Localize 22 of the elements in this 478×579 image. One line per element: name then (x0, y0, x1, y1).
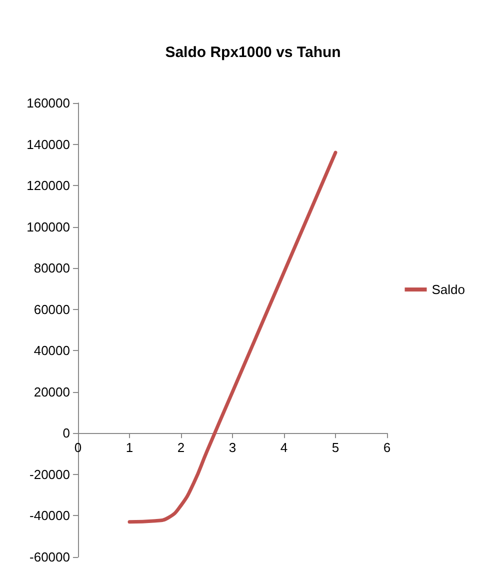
y-tick-label: 100000 (26, 219, 70, 234)
line-series (128, 150, 338, 524)
x-tick-label: 4 (280, 440, 288, 456)
y-tick-label: 40000 (34, 343, 70, 358)
y-tick-label: 140000 (26, 136, 70, 152)
y-tick-label: -40000 (30, 508, 70, 524)
x-tick-label: 6 (383, 440, 391, 456)
legend-label: Saldo (432, 282, 465, 297)
x-tick-label: 2 (177, 440, 185, 456)
x-tick-label: 3 (228, 440, 236, 456)
y-tick-label: 20000 (34, 384, 70, 400)
y-tick-label: 0 (62, 426, 70, 441)
x-tick-label: 0 (74, 440, 82, 456)
y-tick-label: 60000 (34, 302, 70, 317)
chart-title: Saldo Rpx1000 vs Tahun (165, 44, 341, 61)
y-tick-label: -60000 (30, 550, 70, 564)
x-tick-label: 5 (332, 440, 340, 456)
y-tick-label: 160000 (26, 96, 70, 110)
x-tick-label: 1 (126, 440, 134, 456)
y-tick-label: -20000 (30, 466, 70, 482)
y-tick-label: 80000 (34, 260, 70, 276)
y-tick-label: 120000 (26, 178, 70, 194)
